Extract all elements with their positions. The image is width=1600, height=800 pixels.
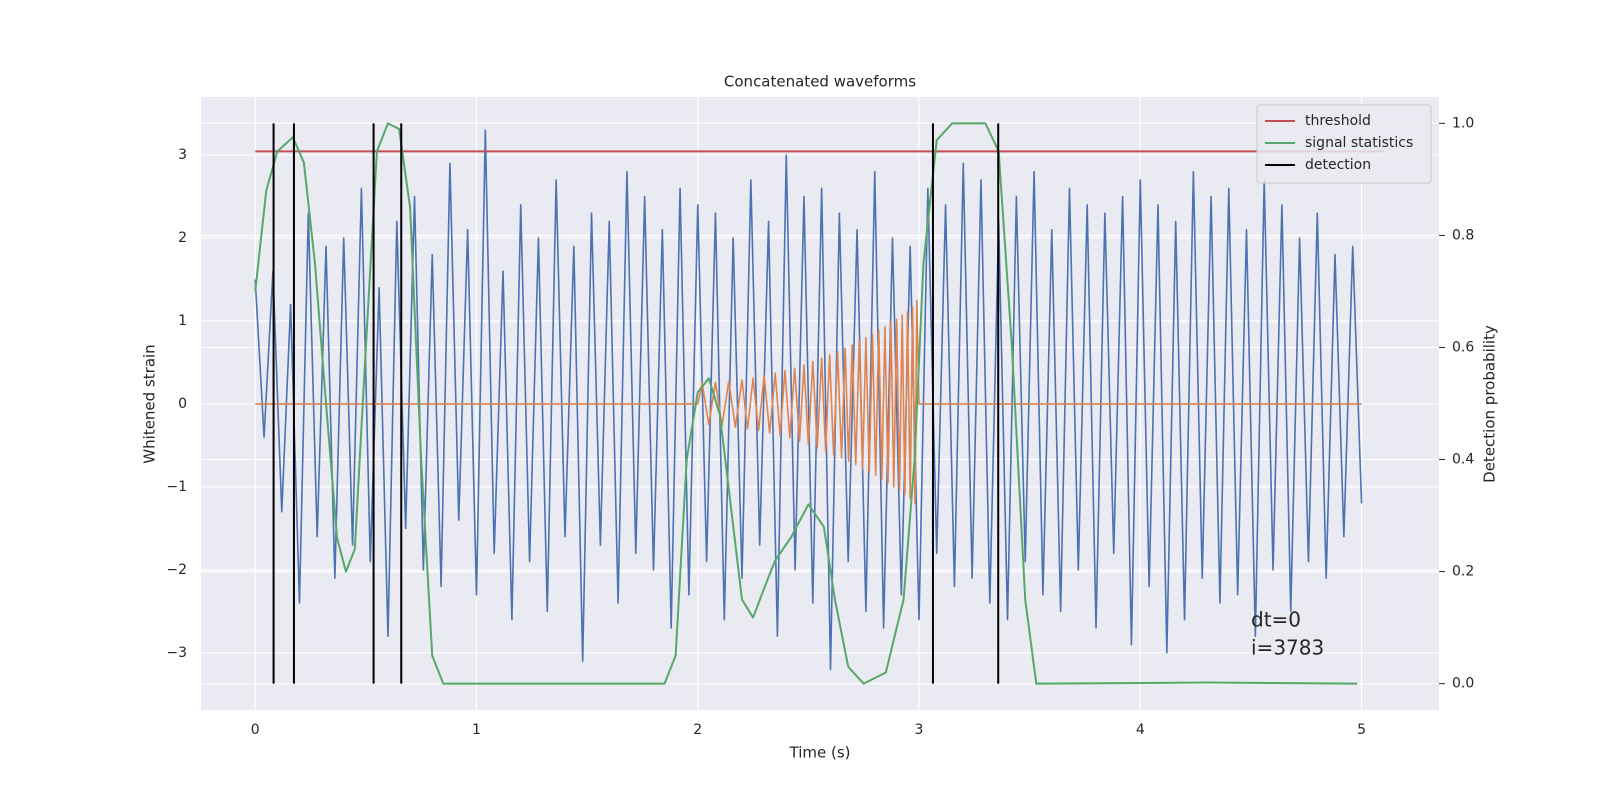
legend-label: threshold xyxy=(1305,113,1371,129)
annotation: i=3783 xyxy=(1251,636,1324,660)
x-axis-label: Time (s) xyxy=(789,744,851,762)
y-tick-label: −3 xyxy=(166,645,187,661)
x-tick-label: 0 xyxy=(251,722,260,738)
y2-tick-label: 0.2 xyxy=(1452,564,1474,580)
series-line xyxy=(254,129,1363,671)
y2-tick-label: 1.0 xyxy=(1452,115,1474,131)
legend-label: detection xyxy=(1305,157,1371,173)
legend: threshold signal statistics detection xyxy=(1256,104,1432,184)
legend-box xyxy=(1256,104,1432,184)
y-tick-label: 0 xyxy=(178,396,187,412)
y2-tick-label: 0.8 xyxy=(1452,227,1474,243)
annotation: dt=0 xyxy=(1251,608,1301,632)
legend-label: signal statistics xyxy=(1305,135,1413,151)
x-tick-label: 1 xyxy=(472,722,481,738)
y-tick-label: 1 xyxy=(178,313,187,329)
y2-tick-label: 0.4 xyxy=(1452,452,1474,468)
y-tick-label: −2 xyxy=(166,562,187,578)
y-axis-label: Whitened strain xyxy=(141,344,159,463)
y2-axis-label: Detection probability xyxy=(1481,325,1499,483)
chart-title: Concatenated waveforms xyxy=(724,73,916,91)
x-tick-label: 4 xyxy=(1136,722,1145,738)
x-tick-label: 3 xyxy=(915,722,924,738)
series-line xyxy=(254,122,1358,685)
y-tick-label: 3 xyxy=(178,147,187,163)
y2-tick-label: 0.6 xyxy=(1452,339,1474,355)
y2-tick-label: 0.0 xyxy=(1452,676,1474,692)
y-tick-label: 2 xyxy=(178,230,187,246)
x-tick-label: 2 xyxy=(693,722,702,738)
series-line xyxy=(255,299,1362,505)
y-tick-label: −1 xyxy=(166,479,187,495)
x-tick-label: 5 xyxy=(1357,722,1366,738)
labels: 0 1 2 3 4 5 −3 −2 −1 0 1 2 3 0.0 0.2 0.4 0.6 0.8 1.0 xyxy=(166,115,1474,738)
marks xyxy=(201,122,1439,685)
